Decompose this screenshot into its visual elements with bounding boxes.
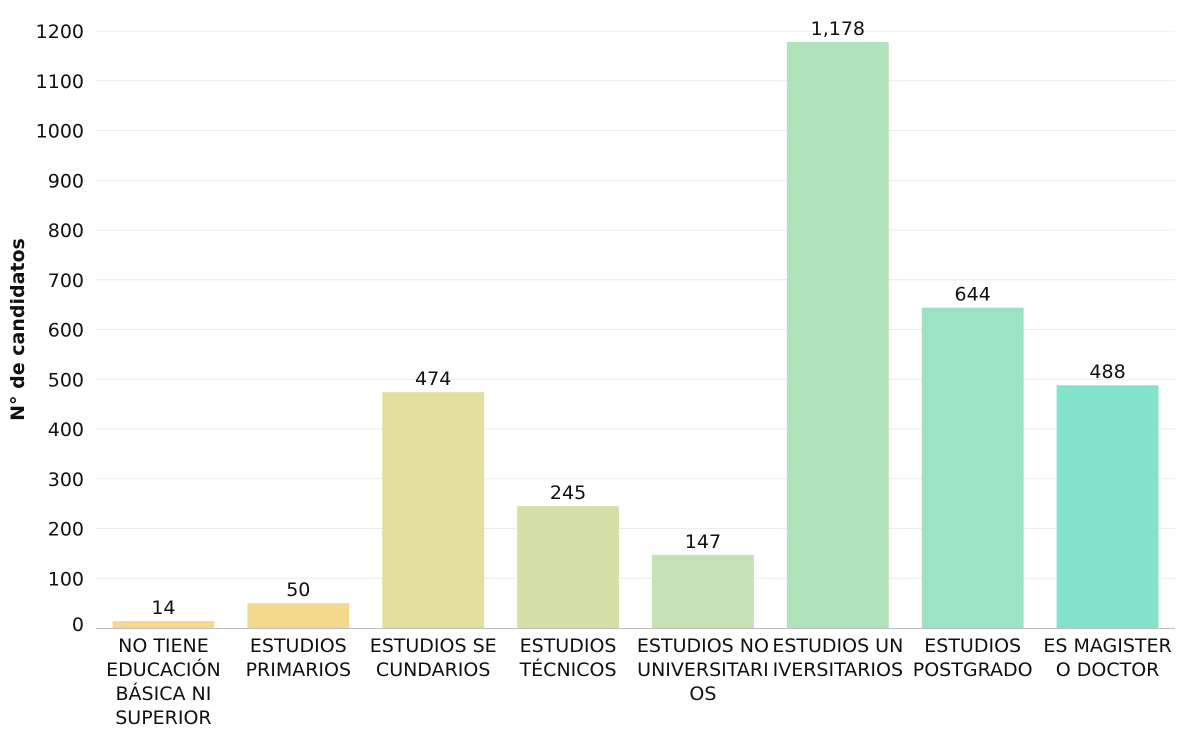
bar bbox=[921, 307, 1024, 628]
y-tick-label: 800 bbox=[48, 220, 84, 242]
x-tick-label: ESTUDIOS NO UNIVERSITARI OS bbox=[637, 635, 769, 705]
x-tick-label: ES MAGISTER O DOCTOR bbox=[1043, 635, 1171, 681]
grid-lines bbox=[96, 30, 1175, 579]
data-label: 644 bbox=[955, 284, 991, 306]
bar bbox=[786, 41, 889, 628]
data-label: 488 bbox=[1089, 361, 1125, 383]
data-label: 50 bbox=[286, 579, 310, 601]
y-tick-label: 900 bbox=[48, 170, 84, 192]
x-tick-label: ESTUDIOS PRIMARIOS bbox=[246, 635, 351, 681]
x-tick-label: ESTUDIOS SE CUNDARIOS bbox=[370, 635, 497, 681]
bar bbox=[247, 603, 350, 628]
data-label: 1,178 bbox=[811, 18, 865, 40]
y-tick-label: 500 bbox=[48, 369, 84, 391]
x-tick-label: ESTUDIOS UN IVERSITARIOS bbox=[772, 635, 903, 681]
y-axis-title: N° de candidatos bbox=[7, 238, 29, 421]
x-tick-label: ESTUDIOS POSTGRADO bbox=[913, 635, 1033, 681]
y-tick-label: 100 bbox=[48, 568, 84, 590]
bar bbox=[112, 621, 215, 628]
data-label: 245 bbox=[550, 482, 586, 504]
data-label: 474 bbox=[415, 368, 451, 390]
data-labels: 14 50 474 245 147 1,178 644 488 bbox=[151, 18, 1125, 619]
bar bbox=[382, 392, 485, 628]
data-label: 14 bbox=[151, 597, 175, 619]
data-label: 147 bbox=[685, 531, 721, 553]
y-tick-label: 300 bbox=[48, 469, 84, 491]
y-tick-label: 200 bbox=[48, 519, 84, 541]
bars bbox=[112, 41, 1159, 628]
y-tick-label: 400 bbox=[48, 419, 84, 441]
x-axis-category-labels: NO TIENE EDUCACIÓN BÁSICA NI SUPERIOR ESTUDI… bbox=[106, 635, 1172, 729]
y-tick-label: 0 bbox=[72, 614, 84, 636]
bar bbox=[652, 554, 754, 628]
y-tick-label: 700 bbox=[48, 270, 84, 292]
y-tick-label: 1000 bbox=[36, 121, 84, 143]
bar bbox=[1056, 385, 1159, 628]
y-tick-label: 1100 bbox=[36, 71, 84, 93]
x-tick-label: ESTUDIOS TÉCNICOS bbox=[519, 635, 617, 681]
y-tick-label: 600 bbox=[48, 320, 84, 342]
bar bbox=[517, 506, 619, 628]
y-tick-label: 1200 bbox=[36, 21, 84, 43]
y-axis-ticks: 0 100 200 300 400 500 600 700 800 900 1000 1100 1200 bbox=[36, 21, 84, 636]
x-tick-label: NO TIENE EDUCACIÓN BÁSICA NI SUPERIOR bbox=[106, 635, 221, 729]
